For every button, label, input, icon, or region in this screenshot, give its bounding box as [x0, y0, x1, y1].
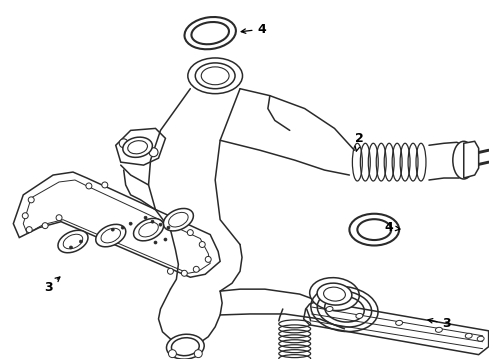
Ellipse shape: [102, 182, 108, 188]
Ellipse shape: [169, 212, 188, 227]
Text: 4: 4: [385, 221, 400, 234]
Ellipse shape: [58, 230, 88, 253]
Ellipse shape: [326, 306, 333, 311]
Polygon shape: [116, 129, 166, 165]
Ellipse shape: [310, 278, 359, 311]
Ellipse shape: [181, 270, 187, 276]
Ellipse shape: [195, 350, 202, 357]
Ellipse shape: [63, 234, 83, 249]
Ellipse shape: [453, 141, 475, 179]
Ellipse shape: [56, 215, 62, 221]
Ellipse shape: [436, 327, 442, 332]
Ellipse shape: [199, 242, 205, 247]
Polygon shape: [304, 301, 489, 355]
Ellipse shape: [317, 283, 352, 305]
Ellipse shape: [86, 183, 92, 189]
Ellipse shape: [172, 338, 199, 356]
Text: 4: 4: [241, 23, 266, 36]
Ellipse shape: [187, 230, 193, 235]
Ellipse shape: [185, 17, 236, 49]
Text: 3: 3: [44, 277, 60, 294]
Ellipse shape: [151, 220, 154, 223]
Ellipse shape: [323, 287, 345, 301]
Ellipse shape: [144, 216, 147, 219]
Text: 2: 2: [355, 132, 364, 151]
Ellipse shape: [28, 197, 34, 203]
Ellipse shape: [167, 226, 170, 229]
Ellipse shape: [121, 226, 124, 229]
Ellipse shape: [139, 222, 158, 237]
Polygon shape: [13, 172, 220, 277]
Ellipse shape: [188, 58, 243, 94]
Ellipse shape: [119, 139, 128, 148]
Ellipse shape: [196, 63, 235, 89]
Polygon shape: [464, 141, 479, 178]
Ellipse shape: [79, 240, 82, 243]
Ellipse shape: [101, 228, 121, 243]
Ellipse shape: [26, 227, 32, 233]
Ellipse shape: [128, 141, 147, 154]
Ellipse shape: [395, 320, 403, 325]
Ellipse shape: [205, 256, 211, 262]
Ellipse shape: [192, 22, 229, 44]
Ellipse shape: [159, 223, 162, 226]
Text: 3: 3: [428, 318, 451, 330]
Ellipse shape: [134, 219, 164, 241]
Ellipse shape: [96, 224, 126, 247]
Ellipse shape: [168, 268, 173, 274]
Ellipse shape: [164, 238, 167, 241]
Ellipse shape: [163, 208, 194, 231]
Ellipse shape: [466, 333, 472, 338]
Text: 1: 1: [0, 359, 1, 360]
Ellipse shape: [357, 219, 391, 240]
Ellipse shape: [42, 223, 48, 229]
Ellipse shape: [123, 137, 152, 157]
Ellipse shape: [201, 67, 229, 85]
Ellipse shape: [111, 228, 114, 231]
Ellipse shape: [149, 148, 158, 157]
Ellipse shape: [167, 334, 204, 359]
Ellipse shape: [70, 246, 73, 249]
Ellipse shape: [477, 336, 484, 341]
Ellipse shape: [22, 213, 28, 219]
Ellipse shape: [349, 214, 399, 246]
Ellipse shape: [169, 350, 176, 357]
Ellipse shape: [356, 314, 363, 319]
Ellipse shape: [154, 241, 157, 244]
Ellipse shape: [129, 222, 132, 225]
Ellipse shape: [193, 266, 199, 272]
